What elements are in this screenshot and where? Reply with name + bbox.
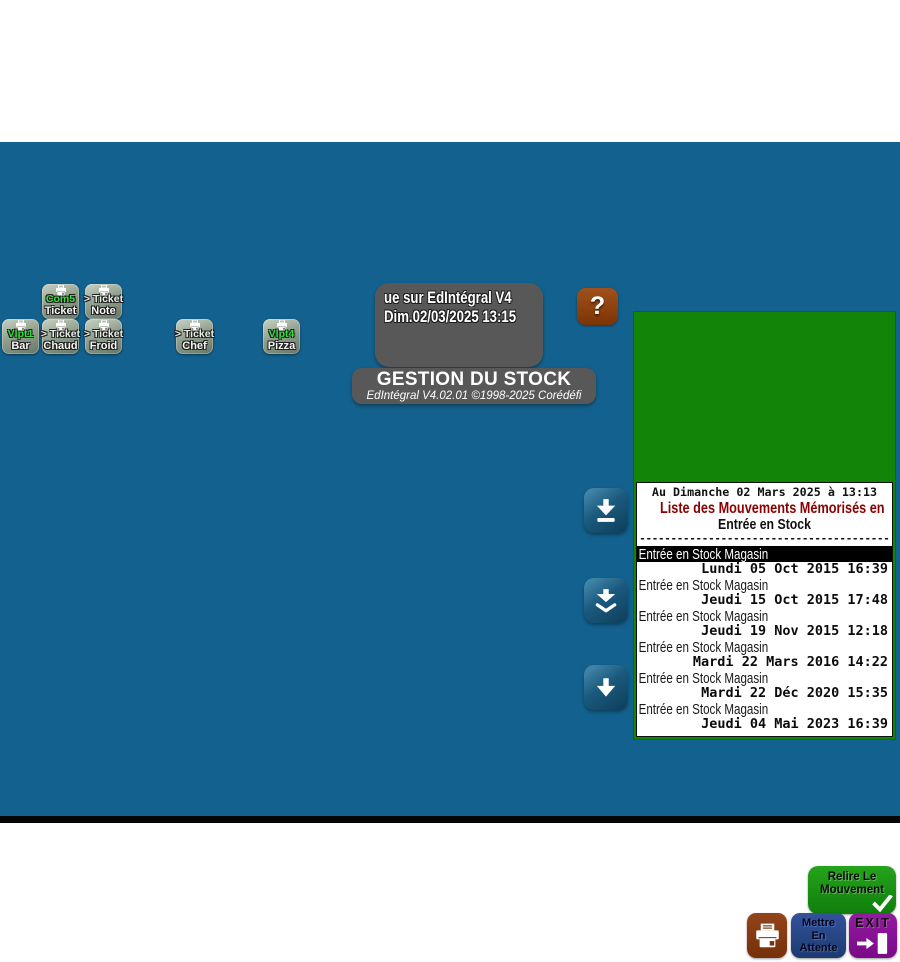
scroll-page-down-button[interactable]	[584, 578, 628, 623]
movement-date: Mardi 22 Mars 2016 14:22	[692, 654, 888, 670]
printer-tile-ticket-chaud[interactable]: > Ticket Chaud	[40, 319, 81, 354]
movement-date: Jeudi 19 Nov 2015 12:18	[701, 623, 888, 639]
list-title: Liste des Mouvements Mémorisés en	[659, 500, 885, 517]
check-icon	[872, 895, 893, 912]
double-chevron-down-icon	[593, 588, 619, 614]
welcome-datetime: Dim.02/03/2025 13:15	[384, 308, 517, 326]
version-subtitle: EdIntégral V4.02.01 ©1998-2025 Corédéfi	[366, 390, 582, 402]
movement-name: Entrée en Stock Magasin	[638, 547, 769, 563]
printer-tile-vlpt4-pizza[interactable]: Vlpt4 Pizza	[263, 319, 300, 354]
movement-list-panel: Au Dimanche 02 Mars 2025 à 13:13 Liste d…	[636, 482, 893, 737]
download-to-end-icon	[593, 498, 619, 524]
exit-door-arrow-icon	[857, 933, 889, 954]
tile-label-line2: Chaud	[43, 340, 78, 352]
window-bottom-border	[0, 816, 900, 823]
tile-label-line2: Bar	[11, 340, 30, 352]
movement-name: Entrée en Stock Magasin	[638, 640, 769, 656]
exit-button[interactable]: EXIT	[849, 913, 897, 958]
welcome-message-box: ue sur EdIntégral V4 Dim.02/03/2025 13:1…	[375, 283, 543, 367]
movement-row[interactable]: Entrée en Stock Magasin Mardi 22 Mars 20…	[637, 639, 892, 670]
attente-label-line2: En	[811, 929, 826, 942]
relire-label-line1: Relire Le	[827, 871, 877, 883]
attente-label-line3: Attente	[799, 942, 838, 954]
tile-label-line2: Froid	[89, 340, 118, 352]
relire-mouvement-button[interactable]: Relire Le Mouvement	[808, 866, 896, 914]
movement-date: Jeudi 04 Mai 2023 16:39	[701, 716, 888, 732]
relire-label-line2: Mouvement	[820, 884, 884, 896]
app-window: Com5 Ticket > Ticket Note Vlpt1 Bar > Ti…	[0, 142, 900, 958]
stock-display-panel: Au Dimanche 02 Mars 2025 à 13:13 Liste d…	[633, 311, 896, 740]
printer-icon	[754, 923, 781, 949]
page-title: GESTION DU STOCK	[376, 369, 572, 390]
list-separator: ----------------------------------------	[639, 534, 890, 545]
tile-label-line1: > Ticket	[83, 293, 124, 305]
app-title-box: GESTION DU STOCK EdIntégral V4.02.01 ©19…	[352, 368, 596, 404]
attente-label-line1: Mettre	[801, 917, 835, 929]
scroll-to-end-button[interactable]	[584, 488, 628, 533]
welcome-line1: ue sur EdIntégral V4	[384, 289, 512, 307]
movement-row[interactable]: Entrée en Stock Magasin Lundi 05 Oct 201…	[637, 546, 892, 577]
exit-label: EXIT	[855, 916, 891, 930]
printer-tile-ticket-chef[interactable]: > Ticket Chef	[174, 319, 215, 354]
movement-name: Entrée en Stock Magasin	[638, 578, 769, 594]
tile-label-line2: Note	[91, 305, 116, 317]
tile-label-line2: Pizza	[267, 340, 296, 352]
tile-label-line1: > Ticket	[174, 328, 215, 340]
movement-name: Entrée en Stock Magasin	[638, 702, 769, 718]
tile-label-line2: Ticket	[44, 305, 77, 317]
printer-tile-com5-ticket[interactable]: Com5 Ticket	[42, 284, 79, 319]
list-subtitle: Entrée en Stock	[718, 516, 811, 533]
tile-label-line1: Vlpt4	[268, 328, 295, 340]
movement-name: Entrée en Stock Magasin	[638, 609, 769, 625]
movement-items: Entrée en Stock Magasin Lundi 05 Oct 201…	[637, 546, 892, 732]
movement-row[interactable]: Entrée en Stock Magasin Jeudi 04 Mai 202…	[637, 701, 892, 732]
tile-label-line2: Chef	[182, 340, 207, 352]
scroll-down-button[interactable]	[584, 665, 628, 710]
movement-row[interactable]: Entrée en Stock Magasin Jeudi 19 Nov 201…	[637, 608, 892, 639]
printer-tile-ticket-note[interactable]: > Ticket Note	[83, 284, 124, 319]
tile-label-line1: > Ticket	[83, 328, 124, 340]
help-button[interactable]: ?	[577, 288, 618, 325]
movement-date: Jeudi 15 Oct 2015 17:48	[701, 592, 888, 608]
list-date-header: Au Dimanche 02 Mars 2025 à 13:13	[651, 485, 878, 499]
movement-row[interactable]: Entrée en Stock Magasin Jeudi 15 Oct 201…	[637, 577, 892, 608]
printer-tile-ticket-froid[interactable]: > Ticket Froid	[83, 319, 124, 354]
movement-date: Mardi 22 Déc 2020 15:35	[701, 685, 888, 701]
mettre-en-attente-button[interactable]: Mettre En Attente	[791, 913, 846, 958]
tile-label-line1: Vlpt1	[7, 328, 34, 340]
movement-row[interactable]: Entrée en Stock Magasin Mardi 22 Déc 202…	[637, 670, 892, 701]
arrow-down-icon	[593, 675, 619, 701]
tile-label-line1: > Ticket	[40, 328, 81, 340]
print-button[interactable]	[747, 913, 787, 958]
movement-date: Lundi 05 Oct 2015 16:39	[701, 561, 888, 577]
movement-name: Entrée en Stock Magasin	[638, 671, 769, 687]
tile-label-line1: Com5	[45, 293, 76, 305]
printer-tile-vlpt1-bar[interactable]: Vlpt1 Bar	[2, 319, 39, 354]
